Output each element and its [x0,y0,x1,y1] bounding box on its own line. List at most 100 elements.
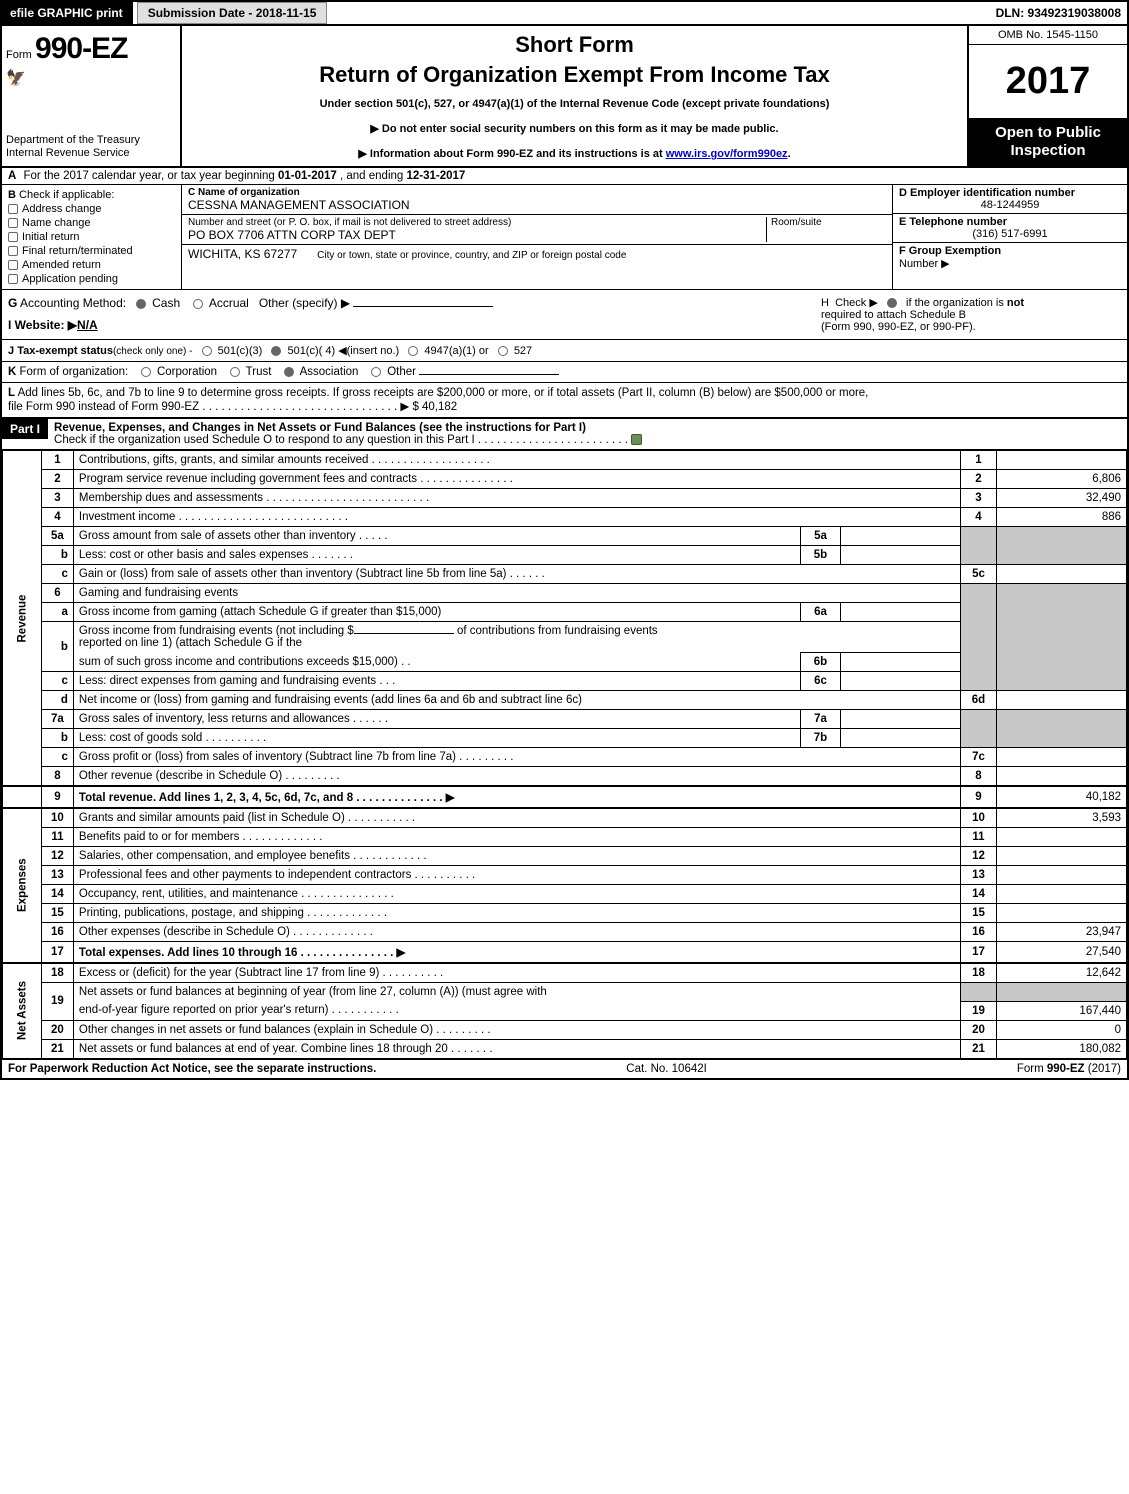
radio-cash[interactable] [136,299,146,309]
instr2-suffix: . [788,148,791,160]
r6-num: 6 [41,584,73,603]
r7b-num: b [41,729,73,748]
checkbox-schedule-o[interactable] [631,434,642,445]
checkbox-final-return[interactable] [8,246,18,256]
r7a-sval [841,710,961,729]
footer-right-form: 990-EZ [1047,1063,1085,1075]
radio-other-org[interactable] [371,367,381,377]
col-c: C Name of organization CESSNA MANAGEMENT… [182,185,892,289]
line-h-text1: Check ▶ [835,297,878,309]
footer-right: Form 990-EZ (2017) [1017,1063,1121,1075]
radio-accrual[interactable] [193,299,203,309]
other-specify-input[interactable] [353,306,493,307]
checkbox-name-change[interactable] [8,218,18,228]
form990ez-link[interactable]: www.irs.gov/form990ez [666,148,788,160]
r5c-desc: Gain or (loss) from sale of assets other… [73,565,960,584]
line-l-letter: L [8,387,15,399]
r5ab-rshade [961,527,997,565]
r20-desc: Other changes in net assets or fund bala… [73,1020,960,1039]
checkbox-initial-return[interactable] [8,232,18,242]
r1-rnum: 1 [961,451,997,470]
r6b-amount-input[interactable] [354,633,454,634]
col-d-label: D Employer identification number [899,187,1075,199]
radio-501c3[interactable] [202,346,212,356]
r15-num: 15 [41,904,73,923]
header-left: Form 990-EZ 🦅 Department of the Treasury… [2,26,182,166]
r8-num: 8 [41,767,73,787]
short-form-title: Short Form [192,32,957,58]
checkbox-application-pending[interactable] [8,274,18,284]
col-b-letter: B [8,189,16,201]
line-h-text2: if the organization is [906,297,1007,309]
opt-501c: 501(c)( 4) ◀(insert no.) [287,345,399,357]
line-g-letter: G [8,296,17,310]
r7c-num: c [41,748,73,767]
r6b-desc2: reported on line 1) (attach Schedule G i… [79,637,302,649]
r6-desc: Gaming and fundraising events [73,584,960,603]
other-org-input[interactable] [419,374,559,375]
checkbox-schedule-b[interactable] [887,298,897,308]
r7ab-rshade [961,710,997,748]
radio-4947a1[interactable] [408,346,418,356]
r19-desc2: end-of-year figure reported on prior yea… [73,1001,960,1020]
r9-desc-bold: Total revenue. Add lines 1, 2, 3, 4, 5c,… [79,792,455,804]
opt-4947a1: 4947(a)(1) or [424,345,488,357]
checkbox-amended-return[interactable] [8,260,18,270]
form-number: 990-EZ [35,32,127,65]
website-value: N/A [77,318,98,332]
r6b-prefix: Gross income from fundraising events (no… [79,625,354,637]
r12-val [997,847,1127,866]
line-h-text3: required to attach Schedule B [821,309,966,321]
radio-corporation[interactable] [141,367,151,377]
r1-num: 1 [41,451,73,470]
radio-501c[interactable] [271,346,281,356]
row-16: 16 Other expenses (describe in Schedule … [3,923,1127,942]
r19-rshade [961,983,997,1002]
line-j-note: (check only one) - [113,346,192,357]
r5b-snum: 5b [801,546,841,565]
form-990ez: efile GRAPHIC print Submission Date - 20… [0,0,1129,1080]
r6b-desc-top: Gross income from fundraising events (no… [73,622,960,653]
line-l-text2: file Form 990 instead of Form 990-EZ . .… [8,401,412,413]
row-15: 15 Printing, publications, postage, and … [3,904,1127,923]
room-label: Room/suite [771,217,886,228]
street-value: PO BOX 7706 ATTN CORP TAX DEPT [188,228,766,242]
r9-rnum: 9 [961,786,997,808]
r5a-num: 5a [41,527,73,546]
ein-value: 48-1244959 [899,199,1121,211]
checkbox-address-change[interactable] [8,204,18,214]
row-7a: 7a Gross sales of inventory, less return… [3,710,1127,729]
col-f-label: F Group Exemption [899,245,1001,257]
r6d-val [997,691,1127,710]
r1-val [997,451,1127,470]
row-6b-bot: sum of such gross income and contributio… [3,653,1127,672]
r21-desc: Net assets or fund balances at end of ye… [73,1039,960,1058]
under-section-text: Under section 501(c), 527, or 4947(a)(1)… [192,98,957,110]
efile-print-button[interactable]: efile GRAPHIC print [2,2,133,24]
opt-trust: Trust [246,366,272,378]
dln-label: DLN: 93492319038008 [996,6,1127,20]
instruction-1: ▶ Do not enter social security numbers o… [192,122,957,135]
top-bar: efile GRAPHIC print Submission Date - 20… [2,2,1127,26]
radio-527[interactable] [498,346,508,356]
r6a-num: a [41,603,73,622]
header-row: Form 990-EZ 🦅 Department of the Treasury… [2,26,1127,168]
r5b-sval [841,546,961,565]
radio-trust[interactable] [230,367,240,377]
opt-application-pending: Application pending [22,273,118,285]
r16-rnum: 16 [961,923,997,942]
row-19-top: 19 Net assets or fund balances at beginn… [3,983,1127,1002]
line-j-letter: J [8,345,14,357]
r7b-desc: Less: cost of goods sold . . . . . . . .… [73,729,800,748]
r1-desc: Contributions, gifts, grants, and simila… [73,451,960,470]
r18-desc: Excess or (deficit) for the year (Subtra… [73,963,960,983]
r6c-num: c [41,672,73,691]
r15-desc: Printing, publications, postage, and shi… [73,904,960,923]
radio-association[interactable] [284,367,294,377]
footer-mid: Cat. No. 10642I [626,1063,707,1075]
r18-val: 12,642 [997,963,1127,983]
r6b-sval [841,653,961,672]
header-right: OMB No. 1545-1150 2017 Open to Public In… [967,26,1127,166]
opt-final-return: Final return/terminated [22,245,133,257]
submission-date-button[interactable]: Submission Date - 2018-11-15 [137,2,328,24]
